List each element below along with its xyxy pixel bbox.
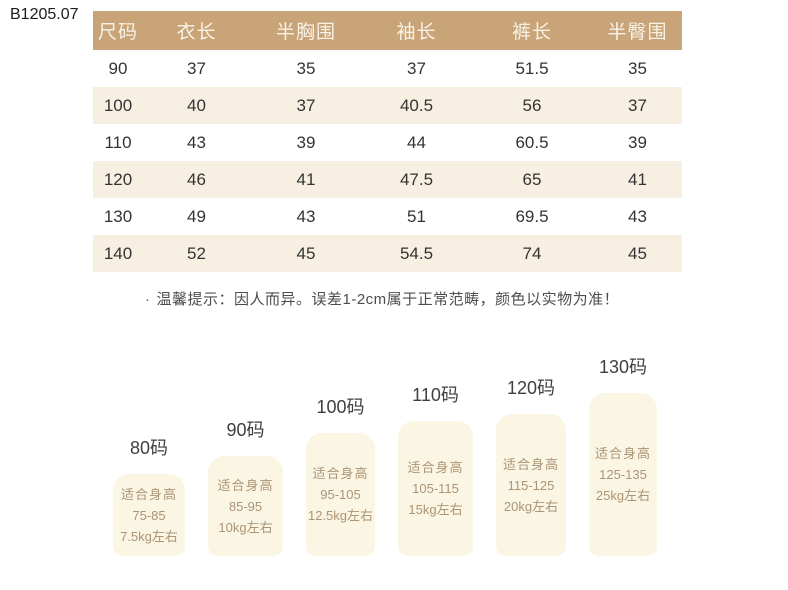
size-table-header-row: 尺码 衣长 半胸围 袖长 裤长 半臀围 [93,11,682,50]
fit-weight: 10kg左右 [218,519,273,535]
fit-height-range: 115-125 [507,477,555,493]
size-tag-80: 80码 适合身高 75-85 7.5kg左右 [113,434,185,556]
fit-weight: 15kg左右 [408,502,463,517]
size-tag-label: 120码 [506,378,556,398]
cell-sleeve: 54.5 [399,243,434,263]
bullet-icon: · [145,291,151,308]
cell-pants: 74 [522,243,542,263]
cell-length: 52 [187,243,206,263]
cell-half-chest: 39 [296,132,316,152]
fit-weight: 25kg左右 [595,488,651,503]
size-tag-shape: 适合身高 75-85 7.5kg左右 [113,474,185,556]
size-tag-90: 90码 适合身高 85-95 10kg左右 [208,416,283,556]
size-tag-shape: 适合身高 85-95 10kg左右 [208,456,283,556]
size-tag-label: 130码 [598,357,648,377]
cell-length: 49 [187,206,206,226]
cell-sleeve: 47.5 [399,169,434,189]
cell-size: 140 [103,243,133,263]
column-header-half-hip: 半臀围 [607,22,668,43]
cell-sleeve: 44 [407,132,426,152]
size-tag-100: 100码 适合身高 95-105 12.5kg左右 [306,393,375,556]
size-tag-label: 90码 [226,420,265,440]
size-tag-shape: 适合身高 95-105 12.5kg左右 [306,433,375,556]
cell-size: 110 [104,132,132,152]
fit-height-title: 适合身高 [312,466,369,481]
table-row: 90 37 35 37 51.5 35 [93,50,682,87]
cell-pants: 60.5 [515,132,549,152]
size-tag-shape: 适合身高 125-135 25kg左右 [589,393,657,556]
cell-half-hip: 39 [628,132,647,152]
cell-sleeve: 37 [407,58,426,78]
size-tag-label: 100码 [316,397,365,417]
cell-pants: 69.5 [515,206,549,226]
fit-height-range: 125-135 [599,467,647,482]
size-tags-strip: 80码 适合身高 75-85 7.5kg左右 90码 适合身高 85-95 10… [113,353,657,556]
fit-weight: 7.5kg左右 [120,528,178,544]
size-tag-label: 80码 [129,438,169,458]
fit-height-range: 85-95 [228,498,263,514]
column-header-pants: 裤长 [511,22,552,43]
column-header-length: 衣长 [176,22,217,43]
cell-size: 100 [103,95,133,115]
cell-half-hip: 37 [628,95,647,115]
fit-height-range: 105-115 [412,481,459,496]
size-tag-label: 110码 [412,385,459,405]
cell-pants: 56 [522,95,542,115]
size-tag-120: 120码 适合身高 115-125 20kg左右 [496,374,566,556]
cell-length: 37 [187,58,206,78]
fit-weight: 20kg左右 [503,498,559,514]
cell-half-hip: 45 [628,243,647,263]
fit-height-title: 适合身高 [407,460,464,475]
cell-half-chest: 43 [296,206,316,226]
fit-height-range: 75-85 [132,507,166,523]
size-tag-110: 110码 适合身高 105-115 15kg左右 [398,381,473,556]
fit-weight: 12.5kg左右 [307,508,374,523]
size-tag-shape: 适合身高 105-115 15kg左右 [398,421,473,556]
tip-note-text: 温馨提示：因人而异。误差1-2cm属于正常范畴，颜色以实物为准！ [156,291,620,308]
fit-height-title: 适合身高 [594,446,651,461]
cell-size: 130 [103,206,133,226]
size-table: 尺码 衣长 半胸围 袖长 裤长 半臀围 90 37 35 37 51.5 35 … [93,11,682,272]
table-row: 130 49 43 51 69.5 43 [93,198,682,235]
size-tag-130: 130码 适合身高 125-135 25kg左右 [589,353,657,556]
fit-height-title: 适合身高 [120,486,177,502]
fit-height-title: 适合身高 [217,477,274,493]
table-row: 100 40 37 40.5 56 37 [93,87,682,124]
fit-height-range: 95-105 [320,487,361,502]
cell-half-hip: 43 [628,206,647,226]
cell-sleeve: 51 [407,206,426,226]
cell-length: 43 [187,132,206,152]
cell-half-chest: 37 [296,95,316,115]
table-row: 110 43 39 44 60.5 39 [93,124,682,161]
fit-height-title: 适合身高 [502,456,559,472]
table-row: 120 46 41 47.5 65 41 [93,161,682,198]
column-header-sleeve: 袖长 [396,22,437,43]
cell-size: 120 [103,169,133,189]
size-tag-shape: 适合身高 115-125 20kg左右 [496,414,566,556]
column-header-size: 尺码 [97,22,138,43]
cell-half-chest: 45 [296,243,316,263]
cell-pants: 65 [522,169,542,189]
cell-half-chest: 41 [296,169,316,189]
cell-sleeve: 40.5 [399,95,434,115]
cell-half-chest: 35 [296,58,316,78]
cell-length: 46 [187,169,206,189]
cell-length: 40 [187,95,206,115]
tip-note: · 温馨提示：因人而异。误差1-2cm属于正常范畴，颜色以实物为准！ [145,288,619,309]
product-code: B1205.07 [10,6,79,23]
table-row: 140 52 45 54.5 74 45 [93,235,682,272]
cell-half-hip: 35 [628,58,647,78]
cell-pants: 51.5 [515,58,549,78]
cell-size: 90 [108,58,128,78]
column-header-half-chest: 半胸围 [275,22,336,43]
cell-half-hip: 41 [628,169,647,189]
